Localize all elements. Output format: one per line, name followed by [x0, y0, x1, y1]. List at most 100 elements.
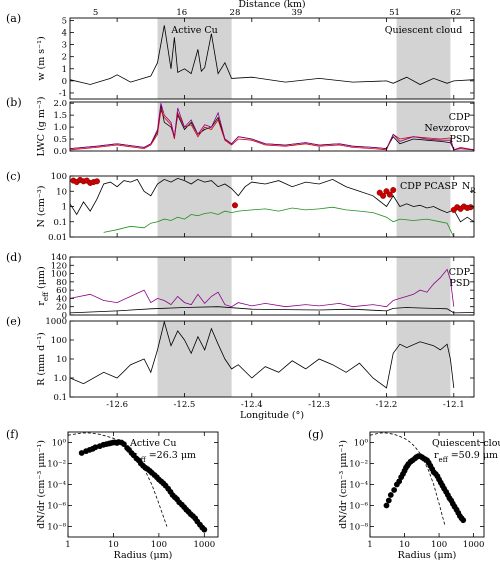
series-psd	[70, 103, 474, 151]
x-tick-label: -12.6	[106, 400, 128, 410]
reference-dashed-curve	[370, 432, 446, 527]
y-tick-label: 100	[51, 270, 67, 280]
x-axis-title: Radius (μm)	[398, 550, 457, 561]
y-tick-label: 0.0	[53, 147, 67, 157]
y-tick-label: 120	[51, 261, 67, 271]
panel-title: Quiescent cloud	[432, 438, 500, 449]
distance-axis: Distance (km) 5 16 28 39 51 62	[93, 0, 461, 18]
panel-frame	[69, 17, 475, 100]
pcasp-point	[231, 202, 238, 209]
y-tick-label: 80	[56, 278, 67, 288]
y-tick-label: 10⁰	[354, 439, 369, 449]
size-dist-point	[391, 487, 398, 493]
x-tick-label: -12.1	[443, 400, 465, 410]
series-line	[70, 25, 474, 85]
y-tick-label: 3	[62, 41, 67, 51]
y-tick-label: 10⁻⁶	[47, 502, 66, 512]
y-tick-label: 5	[62, 16, 67, 26]
y-tick-label: 10⁻⁸	[47, 523, 66, 533]
y-tick-label: 10	[56, 355, 67, 365]
shaded-region-quiescent	[396, 257, 451, 315]
shaded-region-active-cu	[157, 321, 232, 397]
y-tick-label: 4	[62, 29, 67, 39]
y-axis-label: N (cm⁻³)	[36, 186, 47, 228]
top-tick-label: 62	[450, 8, 461, 18]
size-dist-point	[383, 502, 390, 509]
legend-cdp: CDP	[449, 112, 471, 123]
pcasp-point	[467, 204, 474, 211]
region-label-active-cu: Active Cu	[170, 25, 217, 36]
region-label-quiescent: Quiescent cloud	[385, 25, 463, 36]
series-cdp	[70, 306, 474, 314]
size-dist-point	[92, 444, 99, 451]
panel-label: (d)	[6, 251, 22, 264]
pcasp-point	[93, 178, 100, 185]
size-dist-point	[121, 441, 127, 448]
y-tick-label: 10⁻⁴	[47, 481, 66, 491]
shaded-region-active-cu	[157, 18, 232, 99]
panel-e: 0.1 1.0 10 100 1000 R (mm d⁻¹) (e)	[6, 315, 475, 403]
panel-frame	[69, 101, 475, 152]
shaded-region-active-cu	[157, 176, 232, 237]
y-tick-label: 10	[56, 187, 67, 197]
size-dist-panel-f: 1 10 100 1000 10⁻⁸ 10⁻⁶ 10⁻⁴ 10⁻² 10⁰ Radius (μm)…	[6, 428, 219, 561]
shaded-region-quiescent	[396, 321, 451, 397]
y-tick-label: 0.5	[53, 135, 67, 145]
x-tick-label: 10	[399, 540, 410, 550]
top-axis-title: Distance (km)	[238, 0, 305, 10]
series-psd	[70, 268, 455, 308]
legend-cdp: CDP	[400, 181, 422, 192]
legend-psd: PSD	[449, 134, 470, 145]
x-tick-label: 100	[151, 540, 167, 550]
time-series-panels: -1 0 1 2 3 4 5 w (m s⁻¹) (a) 0.0 0.5 1.0 1.5 2.0 LWC (…	[6, 12, 476, 403]
panel-label: (c)	[6, 170, 21, 183]
y-axis-label: dN/dr (cm⁻³ μm⁻¹)	[338, 440, 349, 529]
panel-title: Active Cu	[129, 438, 176, 449]
size-distribution-panels: 1 10 100 1000 10⁻⁸ 10⁻⁶ 10⁻⁴ 10⁻² 10⁰ Radius (μm)…	[6, 428, 500, 561]
y-tick-label: 1.5	[53, 111, 67, 121]
legend-nevzorov: Nevzorov	[424, 123, 470, 134]
y-tick-label: 0.1	[53, 393, 67, 403]
series-cdp	[70, 177, 474, 223]
x-tick-label: 1000	[194, 540, 216, 550]
x-tick-label: -12.3	[308, 400, 330, 410]
y-tick-label: 40	[56, 294, 67, 304]
panel-b: 0.0 0.5 1.0 1.5 2.0 LWC (g m⁻³) (b) CDPNevzorov…	[6, 96, 475, 157]
x-tick-label: 1	[65, 540, 70, 550]
y-tick-label: 10⁻²	[349, 460, 368, 470]
panel-label: (g)	[308, 428, 324, 441]
y-tick-label: -1	[59, 89, 67, 99]
shaded-region-quiescent	[396, 18, 451, 99]
x-tick-label: 1	[367, 540, 372, 550]
y-tick-label: 10⁻⁶	[349, 502, 368, 512]
legend-cdp: CDP	[449, 267, 471, 278]
y-axis-label: dN/dr (cm⁻³ μm⁻¹)	[36, 440, 47, 529]
y-tick-label: 0.1	[53, 218, 67, 228]
x-tick-label: 100	[431, 540, 447, 550]
y-tick-label: 0.01	[48, 233, 67, 243]
legend-pcasp: PCASP	[424, 181, 458, 192]
panel-a: -1 0 1 2 3 4 5 w (m s⁻¹) (a)	[6, 12, 475, 100]
y-tick-label: 60	[56, 286, 67, 296]
top-tick-label: 39	[291, 8, 302, 18]
x-tick-label: -12.4	[241, 400, 263, 410]
y-tick-label: 10⁻⁴	[349, 481, 368, 491]
y-tick-label: 0	[62, 311, 67, 321]
x-axis-title: Radius (μm)	[114, 550, 173, 561]
panel-label: (b)	[6, 96, 22, 109]
series-nr	[103, 206, 455, 237]
top-tick-label: 51	[389, 8, 400, 18]
y-tick-label: 2	[62, 53, 67, 63]
y-tick-label: 20	[56, 303, 67, 313]
panel-label: (a)	[6, 12, 21, 25]
size-dist-point	[201, 526, 208, 533]
series-line	[70, 321, 455, 389]
panel-label: (e)	[6, 315, 21, 328]
y-axis-label: LWC (g m⁻³)	[36, 97, 47, 157]
size-dist-panel-g: 1 10 100 1000 10⁻⁸ 10⁻⁶ 10⁻⁴ 10⁻² 10⁰ Radius (μm)…	[308, 428, 500, 561]
x-tick-label: -12.2	[376, 400, 398, 410]
top-tick-label: 16	[176, 8, 187, 18]
